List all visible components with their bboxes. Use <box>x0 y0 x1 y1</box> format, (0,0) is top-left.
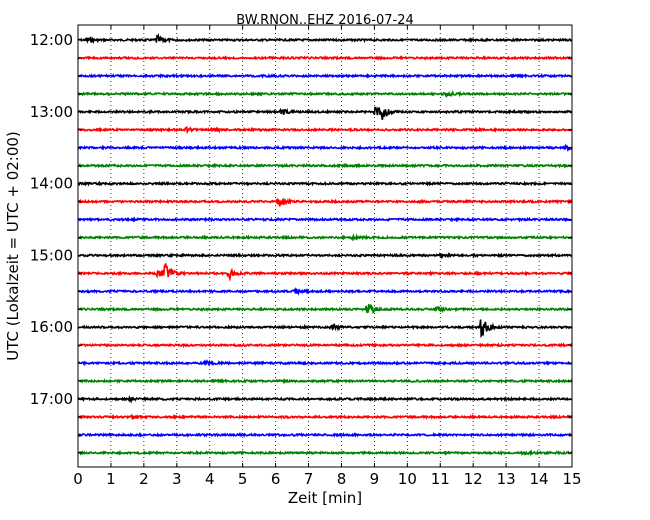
x-tick-label: 14 <box>530 470 549 488</box>
seismic-traces <box>77 32 573 457</box>
trace-line <box>77 72 573 79</box>
x-tick-label: 7 <box>304 470 314 488</box>
trace-line <box>77 216 573 223</box>
x-tick-label: 4 <box>205 470 215 488</box>
trace-line <box>77 89 573 98</box>
y-tick-label: 14:00 <box>30 175 73 193</box>
trace-line <box>77 252 573 259</box>
y-tick-label: 15:00 <box>30 246 73 264</box>
trace-line <box>77 341 573 349</box>
x-tick-label: 15 <box>562 470 581 488</box>
trace-line <box>77 287 573 296</box>
trace-line <box>77 233 573 242</box>
x-tick-label: 0 <box>73 470 83 488</box>
x-tick-label: 6 <box>271 470 281 488</box>
plot-frame <box>77 24 573 468</box>
trace-line <box>77 431 573 438</box>
trace-line <box>77 32 573 45</box>
trace-line <box>77 319 573 339</box>
x-axis-label: Zeit [min] <box>288 489 362 507</box>
grid-lines <box>110 25 540 467</box>
x-tick-label: 3 <box>172 470 182 488</box>
x-tick-label: 11 <box>431 470 450 488</box>
y-tick-label: 12:00 <box>30 31 73 49</box>
trace-line <box>77 413 573 421</box>
chart-title: BW.RNON..EHZ 2016-07-24 <box>236 13 414 28</box>
y-tick-label: 13:00 <box>30 103 73 121</box>
y-tick-label: 16:00 <box>30 318 73 336</box>
y-tick-label: 17:00 <box>30 390 73 408</box>
trace-line <box>77 162 573 169</box>
x-tick-label: 2 <box>139 470 149 488</box>
x-tick-label: 9 <box>370 470 380 488</box>
trace-line <box>77 180 573 187</box>
y-axis-ticks: 12:00 13:00 14:00 15:00 16:00 17:00 <box>30 31 572 454</box>
trace-line <box>77 143 573 152</box>
trace-line <box>77 263 573 282</box>
trace-line <box>77 304 573 314</box>
x-tick-label: 12 <box>464 470 483 488</box>
x-axis-ticks: 0 1 2 3 4 5 6 7 8 9 10 11 12 13 14 15 <box>73 25 582 488</box>
trace-line <box>77 449 573 457</box>
x-tick-label: 8 <box>337 470 347 488</box>
trace-line <box>77 197 573 207</box>
x-tick-label: 5 <box>238 470 248 488</box>
x-tick-label: 10 <box>398 470 417 488</box>
x-tick-label: 13 <box>497 470 516 488</box>
trace-line <box>77 106 573 120</box>
trace-line <box>77 125 573 135</box>
trace-line <box>77 394 573 404</box>
y-axis-label: UTC (Lokalzeit = UTC + 02:00) <box>4 131 22 361</box>
trace-line <box>77 54 573 61</box>
x-tick-label: 1 <box>106 470 116 488</box>
trace-line <box>77 359 573 367</box>
trace-line <box>77 377 573 385</box>
